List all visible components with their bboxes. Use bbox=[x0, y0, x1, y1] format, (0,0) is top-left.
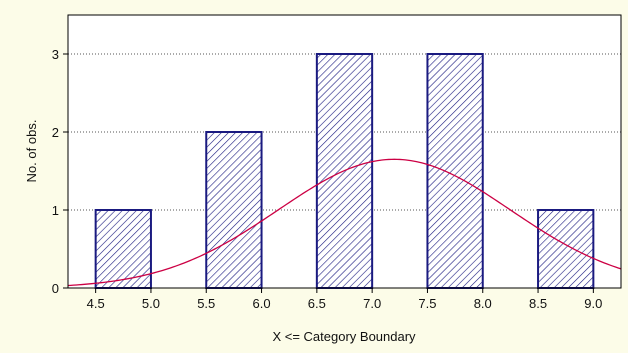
y-tick-label-1: 1 bbox=[52, 203, 59, 218]
x-tick-label-8: 8.5 bbox=[529, 296, 547, 311]
x-tick-label-3: 6.0 bbox=[253, 296, 271, 311]
x-tick-label-6: 7.5 bbox=[418, 296, 436, 311]
x-tick-label-9: 9.0 bbox=[584, 296, 602, 311]
bar-4 bbox=[537, 209, 595, 289]
y-tick-label-0: 0 bbox=[52, 281, 59, 296]
y-tick-label-2: 2 bbox=[52, 125, 59, 140]
x-tick-label-1: 5.0 bbox=[142, 296, 160, 311]
curve-group bbox=[68, 158, 621, 287]
x-tick-label-4: 6.5 bbox=[308, 296, 326, 311]
y-axis: 0 1 2 3 bbox=[52, 47, 68, 296]
fitted-curve bbox=[68, 158, 621, 287]
plot-frame bbox=[67, 14, 622, 289]
x-axis: 4.5 5.0 5.5 6.0 6.5 7.0 7.5 8.0 8.5 9.0 bbox=[87, 288, 602, 311]
y-tick-label-3: 3 bbox=[52, 47, 59, 62]
x-tick-label-0: 4.5 bbox=[87, 296, 105, 311]
x-tick-label-7: 8.0 bbox=[474, 296, 492, 311]
x-axis-title: X <= Category Boundary bbox=[272, 329, 416, 344]
bar-0 bbox=[94, 209, 152, 289]
y-axis-title: No. of obs. bbox=[24, 120, 39, 183]
x-tick-label-2: 5.5 bbox=[197, 296, 215, 311]
x-tick-label-5: 7.0 bbox=[363, 296, 381, 311]
bar-2 bbox=[315, 53, 374, 289]
bar-3 bbox=[426, 53, 484, 289]
bar-1 bbox=[205, 131, 263, 289]
